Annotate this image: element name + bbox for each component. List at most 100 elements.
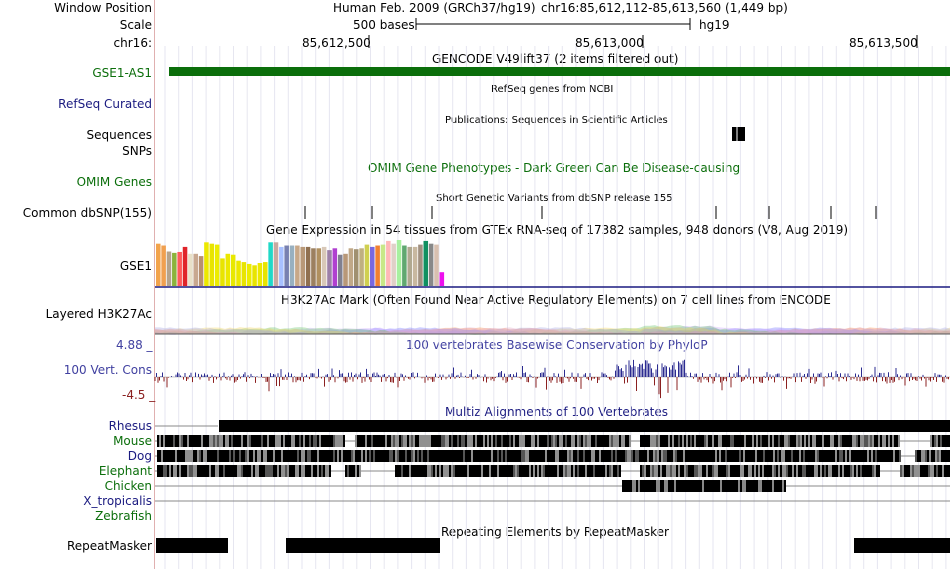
multiz-block [473,435,475,447]
multiz-block [640,480,642,492]
multiz-block [669,450,671,462]
multiz-block [557,465,559,477]
species-label-rhesus[interactable]: Rhesus [108,419,152,433]
multiz-block [643,450,645,462]
multiz-block [291,435,293,447]
gencode-gene-label[interactable]: GSE1-AS1 [92,66,152,80]
multiz-block [439,450,441,462]
phylop-track-label[interactable]: 100 Vert. Cons [63,363,152,377]
multiz-block [205,465,207,477]
multiz-block [473,465,475,477]
repeat-element [854,538,950,553]
multiz-block [589,450,591,462]
multiz-block [465,465,467,477]
pubs-track-label-snps[interactable]: SNPs [122,144,152,158]
multiz-block [565,450,567,462]
dbsnp-track-title[interactable]: Short Genetic Variants from dbSNP releas… [436,193,673,204]
multiz-block [662,465,664,477]
multiz-block [696,465,698,477]
multiz-block [739,450,741,462]
multiz-block [929,450,931,462]
multiz-block [201,435,203,447]
multiz-block [219,420,950,432]
multiz-block [692,465,694,477]
repeatmasker-track-title[interactable]: Repeating Elements by RepeatMasker [441,525,669,539]
multiz-block [666,480,668,492]
multiz-block [521,450,523,462]
pubs-track-title[interactable]: Publications: Sequences in Scientific Ar… [445,115,668,126]
species-label-mouse[interactable]: Mouse [113,434,152,448]
multiz-block [800,465,802,477]
refseq-track-label[interactable]: RefSeq Curated [58,97,152,111]
multiz-block [674,465,676,477]
multiz-block [893,450,895,462]
gtex-bar [268,242,273,286]
multiz-block [507,435,509,447]
species-label-dog[interactable]: Dog [127,449,152,463]
phylop-track-title[interactable]: 100 vertebrates Basewise Conservation by… [406,338,708,352]
multiz-block [241,450,243,462]
multiz-block [553,465,555,477]
multiz-block [363,450,365,462]
multiz-block [730,435,732,447]
multiz-block [827,450,829,462]
dbsnp-track-label[interactable]: Common dbSNP(155) [22,206,152,220]
multiz-track-title[interactable]: Multiz Alignments of 100 Vertebrates [445,405,669,419]
h3k27ac-track-label[interactable]: Layered H3K27Ac [45,307,152,321]
multiz-block [873,450,875,462]
species-label-x-tropicalis[interactable]: X_tropicalis [83,494,152,508]
multiz-block [774,435,776,447]
multiz-block [575,465,577,477]
species-label-chicken[interactable]: Chicken [104,479,152,493]
multiz-block [852,465,854,477]
multiz-block [946,435,948,447]
multiz-block [287,465,289,477]
gtex-track-label[interactable]: GSE1 [119,259,152,273]
multiz-block [481,465,483,477]
multiz-block [915,450,917,462]
multiz-block [625,450,627,462]
multiz-block [215,450,217,462]
gtex-bar [284,245,289,286]
multiz-block [373,450,375,462]
multiz-block [661,450,663,462]
multiz-block [569,450,571,462]
multiz-block [391,450,393,462]
multiz-block [619,435,621,447]
multiz-block [189,465,191,477]
multiz-block [187,435,189,447]
multiz-block [431,450,433,462]
multiz-block [267,465,269,477]
omim-track-title[interactable]: OMIM Gene Phenotypes - Dark Green Can Be… [368,161,741,175]
gtex-bar [198,256,204,286]
multiz-block [531,465,533,477]
assembly-text: Human Feb. 2009 (GRCh37/hg19) [333,1,536,15]
repeatmasker-track-label[interactable]: RepeatMasker [66,539,152,553]
multiz-block [682,480,684,492]
multiz-block [381,435,383,447]
multiz-block [734,480,736,492]
species-label-zebrafish[interactable]: Zebrafish [95,509,152,523]
omim-track-label[interactable]: OMIM Genes [76,175,152,189]
species-label-elephant[interactable]: Elephant [98,464,152,478]
multiz-block [642,480,644,492]
pubs-track-label-sequences[interactable]: Sequences [86,128,152,142]
multiz-block [557,450,559,462]
h3k27ac-layer [155,327,950,335]
multiz-block [311,435,313,447]
multiz-block [465,450,467,462]
multiz-block [626,480,628,492]
multiz-block [389,450,391,462]
multiz-block [547,450,549,462]
multiz-block [718,465,720,477]
multiz-block [767,450,769,462]
multiz-block [820,465,822,477]
multiz-block [919,450,921,462]
multiz-block [697,450,699,462]
multiz-block [415,435,417,447]
refseq-track-title[interactable]: RefSeq genes from NCBI [491,84,614,95]
multiz-block [735,450,737,462]
h3k27ac-track-title[interactable]: H3K27Ac Mark (Often Found Near Active Re… [281,293,831,307]
multiz-block [878,465,880,477]
